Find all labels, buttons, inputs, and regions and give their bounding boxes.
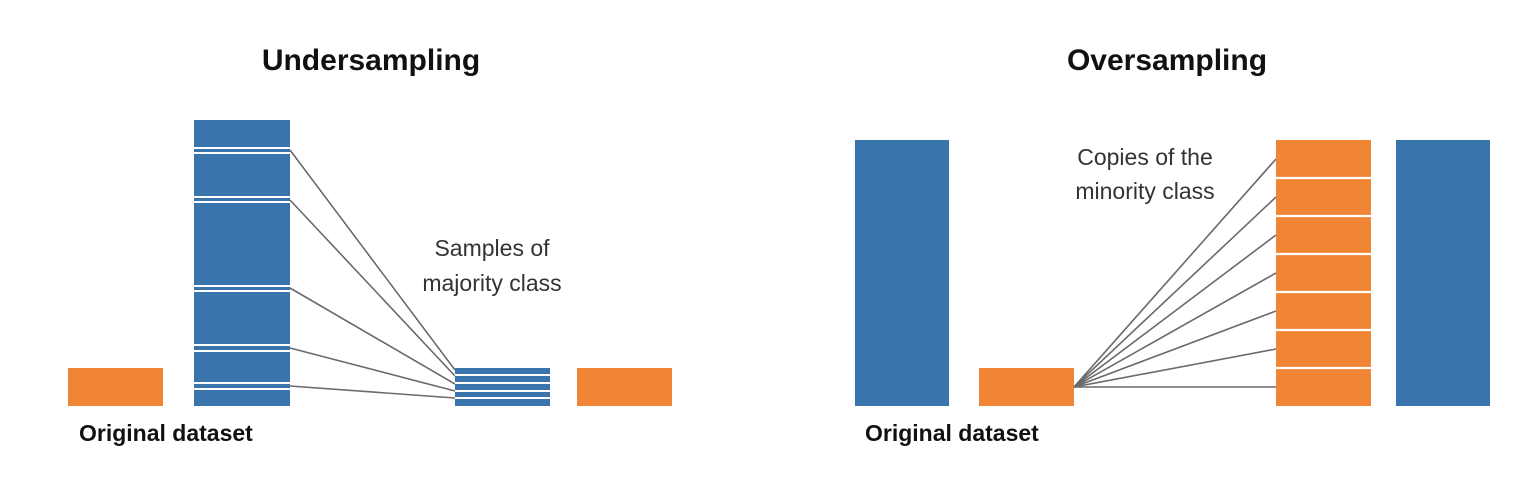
undersampled-dividers [455, 374, 550, 399]
oversampling-annotation-line1: Copies of the [1077, 144, 1213, 170]
oversampling-connectors [1073, 158, 1277, 388]
connector-line [289, 347, 456, 392]
resampled-minority-bar [577, 368, 672, 406]
undersampling-annotation-line1: Samples of [434, 235, 550, 261]
connector-line [289, 287, 456, 385]
original-minority-bar [68, 368, 163, 406]
undersampled-majority-bar [455, 368, 550, 406]
connector-line [1073, 158, 1277, 388]
undersampling-title: Undersampling [262, 44, 480, 77]
original-majority-bar [855, 140, 949, 406]
oversampling-annotation-line2: minority class [1075, 178, 1214, 204]
undersampling-annotation-line2: majority class [422, 270, 561, 296]
resampled-majority-bar [1396, 140, 1490, 406]
undersampling-panel: Undersampling [68, 44, 672, 446]
oversampling-title: Oversampling [1067, 44, 1267, 77]
undersampling-original-caption: Original dataset [79, 420, 253, 446]
connector-line [1073, 310, 1277, 388]
connector-line [1073, 272, 1277, 388]
oversampled-dividers [1276, 176, 1371, 370]
oversampling-panel: Oversampling [855, 44, 1490, 446]
original-majority-bar [194, 120, 290, 406]
connector-line [289, 385, 456, 399]
connector-line [1073, 196, 1277, 388]
oversampling-original-caption: Original dataset [865, 420, 1039, 446]
majority-sample-dividers [194, 147, 290, 390]
connector-line [289, 199, 456, 377]
connector-line [1073, 234, 1277, 388]
connector-line [289, 149, 456, 371]
connector-line [1073, 348, 1277, 388]
oversampled-minority-bar [1276, 140, 1371, 406]
original-minority-bar [979, 368, 1074, 406]
undersampling-connectors [289, 149, 456, 399]
